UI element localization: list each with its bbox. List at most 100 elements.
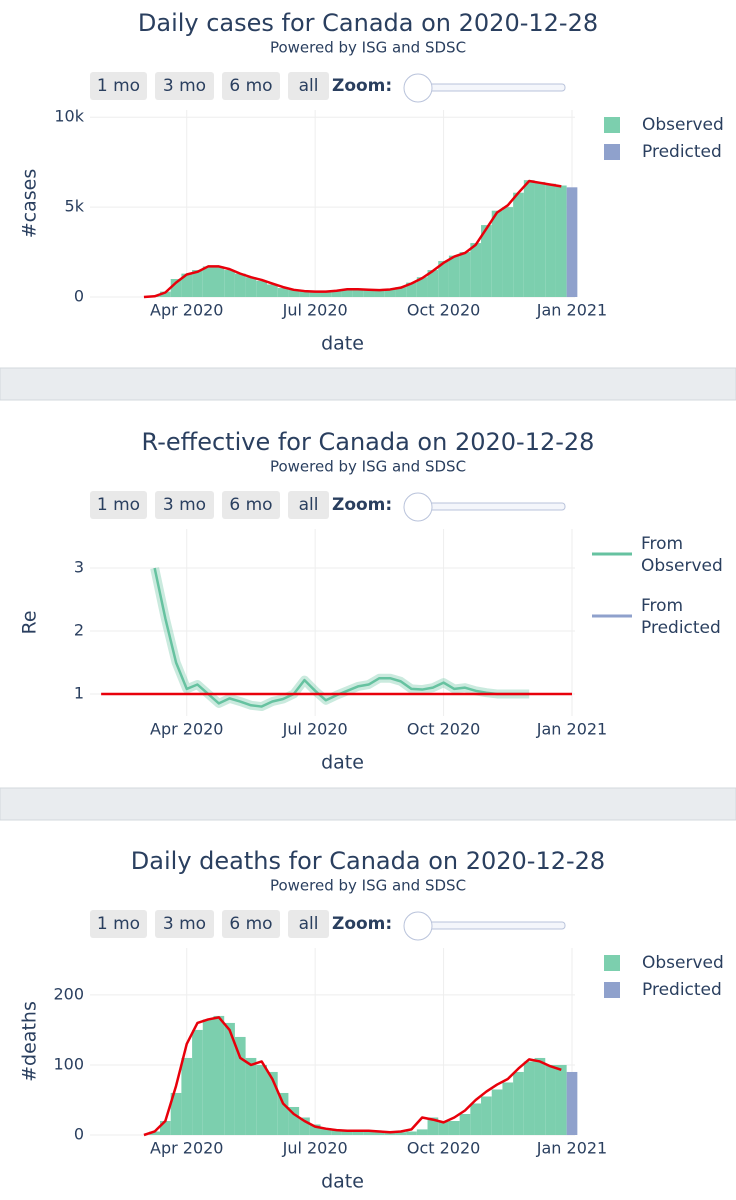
button-bg[interactable] [222,72,280,100]
button-label[interactable]: all [299,495,319,515]
range-button[interactable]: 6 mo [222,72,280,100]
bar [341,288,353,297]
bar [481,1096,492,1135]
bar [170,1092,182,1135]
bar [299,1117,310,1135]
button-bg[interactable] [155,72,214,100]
button-label[interactable]: 1 mo [97,76,140,96]
separator [0,787,736,821]
button-label[interactable]: all [299,914,319,934]
bar [566,187,578,297]
bar [523,180,535,297]
zoom-label: Zoom: [332,914,392,934]
bar [309,1124,321,1135]
bar [427,270,439,297]
range-button[interactable]: 6 mo [222,491,280,519]
line [143,179,562,299]
x-tick-label: Jan 2021 [536,301,607,320]
bar [448,1120,460,1135]
bar [534,181,546,297]
x-tick-label: Jan 2021 [536,720,607,739]
bar [406,282,417,297]
bar [513,192,524,297]
button-label[interactable]: 6 mo [229,914,272,934]
range-button[interactable]: 6 mo [222,910,280,938]
chart-panel: Daily cases for Canada on 2020-12-28 Powe… [19,9,620,355]
range-button[interactable]: 1 mo [90,491,147,519]
bar [545,1064,556,1135]
chart-title: R-effective for Canada on 2020-12-28 [142,428,595,456]
separator [0,367,736,401]
y-tick-label: 3 [74,558,84,577]
x-tick-label: Apr 2020 [150,720,223,739]
bar [416,277,428,297]
slider-handle[interactable] [403,492,433,522]
button-bg[interactable] [222,491,280,519]
bar [288,1106,300,1135]
range-button[interactable]: 3 mo [155,910,214,938]
bar [256,1064,268,1135]
bar [202,266,214,297]
bar [331,290,342,297]
button-label[interactable]: all [299,76,319,96]
bar [277,1092,289,1135]
button-bg[interactable] [288,491,329,519]
legend-swatch[interactable] [604,955,620,971]
button-label[interactable]: 1 mo [97,495,140,515]
legend-label[interactable]: Observed [642,115,724,135]
legend-label[interactable]: Predicted [642,142,722,162]
bar [277,288,289,297]
legend-swatch[interactable] [604,144,620,160]
bar [202,1019,214,1135]
range-button[interactable]: all [288,910,329,938]
range-button[interactable]: 3 mo [155,491,214,519]
button-label[interactable]: 3 mo [163,914,206,934]
y-tick-label: 0 [74,287,84,306]
y-axis-title: Re [19,610,41,634]
y-tick-label: 1 [74,683,84,702]
bar [395,287,407,297]
x-tick-label: Oct 2020 [407,720,480,739]
zoom-label: Zoom: [332,76,392,96]
range-button[interactable]: all [288,491,329,519]
bar [299,290,310,297]
bar [149,1131,160,1135]
bar [534,1057,546,1135]
button-bg[interactable] [222,910,280,938]
button-bg[interactable] [90,72,147,100]
button-bg[interactable] [90,491,147,519]
bar [245,277,257,297]
bar [459,1113,471,1135]
legend-label[interactable]: From Observed [641,534,723,576]
bar [523,1061,535,1135]
bar [502,1082,514,1135]
y-tick-label: 5k [65,197,85,216]
slider-handle[interactable] [403,911,433,941]
chart-title: Daily cases for Canada on 2020-12-28 [138,9,598,37]
slider-handle[interactable] [403,73,433,103]
chart-panel: Daily deaths for Canada on 2020-12-28 Pow… [19,847,620,1193]
button-bg[interactable] [288,72,329,100]
legend-swatch[interactable] [604,117,620,133]
range-button[interactable]: all [288,72,329,100]
range-button[interactable]: 3 mo [155,72,214,100]
legend-swatch[interactable] [604,982,620,998]
button-bg[interactable] [155,491,214,519]
chart-title: Daily deaths for Canada on 2020-12-28 [131,847,605,875]
button-label[interactable]: 6 mo [229,495,272,515]
button-label[interactable]: 3 mo [163,495,206,515]
bar [481,225,492,297]
button-label[interactable]: 3 mo [163,76,206,96]
button-bg[interactable] [288,910,329,938]
button-label[interactable]: 6 mo [229,76,272,96]
button-label[interactable]: 1 mo [97,914,140,934]
button-bg[interactable] [155,910,214,938]
range-button[interactable]: 1 mo [90,72,147,100]
legend-label[interactable]: Predicted [642,980,722,1000]
bar [374,1131,385,1135]
button-bg[interactable] [90,910,147,938]
range-button[interactable]: 1 mo [90,910,147,938]
legend-label[interactable]: Observed [642,953,724,973]
legend-label[interactable]: From Predicted [641,596,721,638]
